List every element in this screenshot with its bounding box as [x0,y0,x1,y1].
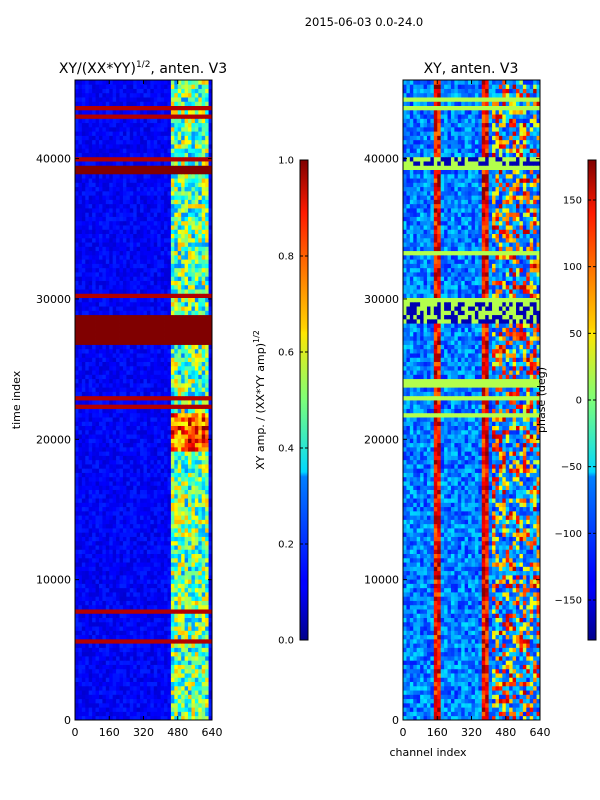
colorbar1-label-exponent: 1/2 [252,330,261,343]
y-tick-label: 30000 [36,293,71,306]
x-tick-label: 640 [202,726,223,739]
colorbar-tick-label: 100 [563,262,582,273]
x-tick-label: 320 [133,726,154,739]
y-tick-label: 0 [64,714,71,727]
x-tick-label: 160 [427,726,448,739]
x-tick-label: 480 [495,726,516,739]
colorbar-tick-label: 0.6 [278,348,294,359]
panel1-axes: 0 160 320 480 640 0 10000 20000 30000 40000 [36,80,223,739]
colorbar1-ticks: 0.0 0.2 0.4 0.6 0.8 1.0 [278,156,308,647]
colorbar-tick-label: −100 [555,529,582,540]
panel1-ylabel: time index [10,370,23,429]
panel1-title-suffix: , anten. V3 [150,61,227,77]
colorbar-tick-label: 0.2 [278,540,294,551]
panel-phase: XY, anten. V3 0 160 320 480 640 0 10000 20000 30… [364,61,551,759]
panel1-heatmap [75,80,212,720]
y-tick-label: 40000 [36,153,71,166]
colorbar-phase: −150 −100 −50 0 50 100 150 [555,159,597,641]
y-tick-label: 10000 [36,574,71,587]
x-tick-label: 320 [461,726,482,739]
panel2-title: XY, anten. V3 [424,61,519,77]
colorbar-tick-label: 1.0 [278,156,294,167]
colorbar-tick-label: 0.0 [278,636,294,647]
colorbar1-gradient [299,159,309,641]
y-tick-label: 0 [392,714,399,727]
colorbar-tick-label: 0 [576,396,582,407]
colorbar2-label: phase (deg) [535,367,548,433]
x-tick-label: 640 [530,726,551,739]
y-tick-label: 40000 [364,153,399,166]
panel-amplitude-ratio: XY/(XX*YY)1/2, anten. V3 0 160 320 480 640 0 1… [10,60,227,739]
colorbar-tick-label: 0.8 [278,252,294,263]
x-tick-label: 0 [72,726,79,739]
x-tick-label: 0 [400,726,407,739]
colorbar-tick-label: 150 [563,196,582,207]
panel1-title-exponent: 1/2 [136,60,150,70]
panel2-heatmap [403,80,540,720]
colorbar-amplitude: 0.0 0.2 0.4 0.6 0.8 1.0 XY amp. / (XX*YY amp)… [252,156,309,647]
panel1-title: XY/(XX*YY)1/2, anten. V3 [59,60,227,77]
panel2-axes: 0 160 320 480 640 0 10000 20000 30000 40000 [364,80,551,739]
y-tick-label: 30000 [364,293,399,306]
colorbar2-ticks: −150 −100 −50 0 50 100 150 [555,196,596,607]
colorbar1-label: XY amp. / (XX*YY amp)1/2 [252,330,267,470]
colorbar-tick-label: −150 [555,596,582,607]
y-tick-label: 20000 [364,433,399,446]
panel1-title-main: XY/(XX*YY) [59,61,136,77]
colorbar1-label-main: XY amp. / (XX*YY amp) [254,343,267,470]
y-tick-label: 20000 [36,433,71,446]
y-tick-label: 10000 [364,574,399,587]
figure-suptitle: 2015-06-03 0.0-24.0 [305,15,424,29]
panel2-xlabel: channel index [389,746,467,759]
x-tick-label: 480 [167,726,188,739]
colorbar-tick-label: 0.4 [278,444,294,455]
colorbar-tick-label: 50 [569,329,582,340]
x-tick-label: 160 [99,726,120,739]
colorbar-tick-label: −50 [561,462,582,473]
